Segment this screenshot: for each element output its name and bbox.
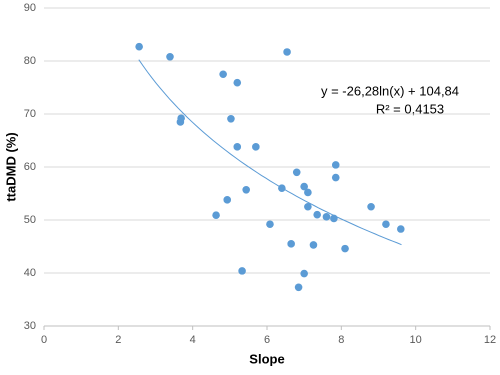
point xyxy=(330,214,338,223)
point xyxy=(309,241,318,249)
x-tick-label: 8 xyxy=(338,334,344,346)
point xyxy=(212,211,220,220)
trend-equation: y = -26,28ln(x) + 104,84 xyxy=(321,83,459,98)
point xyxy=(242,185,250,194)
y-tick-label: 50 xyxy=(24,214,36,226)
point xyxy=(331,161,340,169)
point xyxy=(219,70,227,79)
point xyxy=(382,220,390,229)
point xyxy=(294,283,303,292)
point xyxy=(266,220,274,229)
point xyxy=(292,168,301,177)
x-tick-label: 10 xyxy=(410,334,422,346)
point xyxy=(287,240,295,248)
x-tick-label: 0 xyxy=(41,334,47,346)
trendline xyxy=(138,59,402,246)
point xyxy=(322,213,331,221)
point xyxy=(283,48,291,56)
point xyxy=(238,267,246,275)
point xyxy=(233,143,242,151)
y-tick-label: 80 xyxy=(24,55,36,67)
point xyxy=(300,182,308,191)
point xyxy=(397,225,405,233)
y-tick-label: 60 xyxy=(24,161,36,173)
x-tick-label: 4 xyxy=(190,334,196,346)
point xyxy=(313,210,321,219)
point xyxy=(331,173,340,182)
point xyxy=(341,244,349,253)
x-tick-label: 6 xyxy=(264,334,270,346)
y-tick-label: 90 xyxy=(24,2,36,14)
x-tick-label: 2 xyxy=(115,334,121,346)
trend-r-squared: R² = 0,4153 xyxy=(376,101,444,116)
x-axis-label: Slope xyxy=(249,351,284,366)
point xyxy=(227,114,235,123)
y-axis-label: ttaDMD (%) xyxy=(3,132,18,201)
point xyxy=(367,202,375,211)
point xyxy=(166,52,174,61)
y-tick-label: 40 xyxy=(24,267,36,279)
y-tick-label: 70 xyxy=(24,108,36,120)
point xyxy=(304,202,312,211)
point xyxy=(278,184,286,192)
point xyxy=(252,143,260,151)
point xyxy=(233,78,242,87)
point xyxy=(177,114,185,123)
point xyxy=(223,196,232,204)
y-tick-label: 30 xyxy=(24,320,36,332)
point xyxy=(304,188,312,197)
x-tick-label: 12 xyxy=(484,334,496,346)
point xyxy=(135,42,143,51)
point xyxy=(300,269,308,278)
